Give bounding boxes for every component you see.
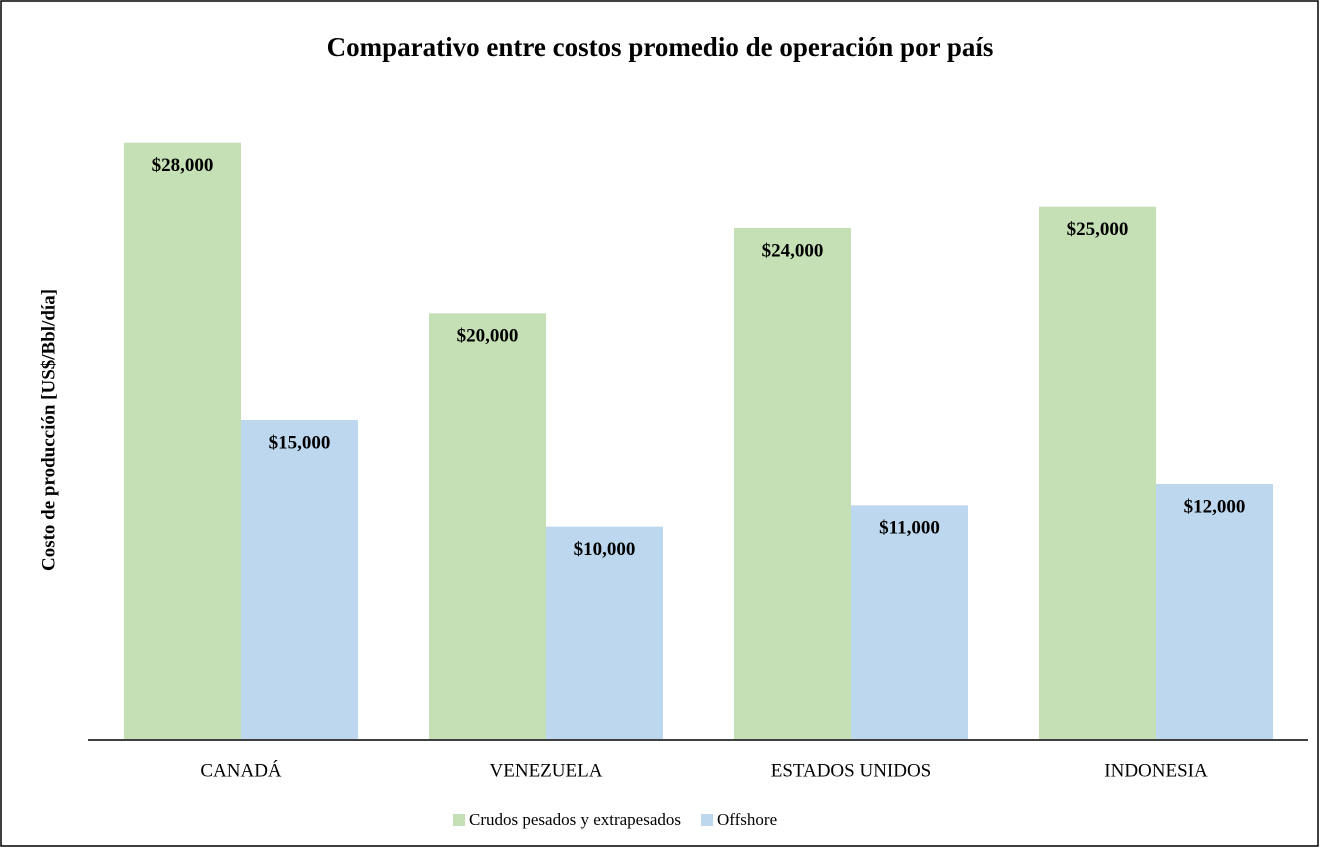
- bar: [851, 505, 968, 740]
- data-label: $11,000: [879, 518, 940, 539]
- x-tick-label: CANADÁ: [200, 759, 282, 781]
- bar: [429, 313, 546, 740]
- legend-swatch: [701, 814, 713, 826]
- legend-swatch: [453, 814, 465, 826]
- y-axis-label: Costo de producción [US$/Bbl/día]: [38, 289, 59, 571]
- data-label: $12,000: [1184, 496, 1246, 517]
- x-tick-label: INDONESIA: [1104, 760, 1208, 781]
- data-label: $24,000: [762, 240, 824, 261]
- bar: [546, 526, 663, 740]
- legend-label: Crudos pesados y extrapesados: [469, 810, 681, 829]
- bar: [1156, 484, 1273, 740]
- data-label: $28,000: [152, 155, 214, 176]
- legend-label: Offshore: [717, 810, 777, 829]
- bar: [734, 228, 851, 740]
- bar: [124, 142, 241, 740]
- data-label: $15,000: [269, 432, 331, 453]
- data-label: $20,000: [457, 326, 519, 347]
- x-tick-label: VENEZUELA: [490, 760, 603, 781]
- data-label: $25,000: [1067, 219, 1129, 240]
- x-tick-label: ESTADOS UNIDOS: [771, 760, 932, 781]
- chart-title: Comparativo entre costos promedio de ope…: [327, 32, 994, 62]
- data-label: $10,000: [574, 539, 636, 560]
- bar: [241, 420, 358, 740]
- bar: [1039, 206, 1156, 740]
